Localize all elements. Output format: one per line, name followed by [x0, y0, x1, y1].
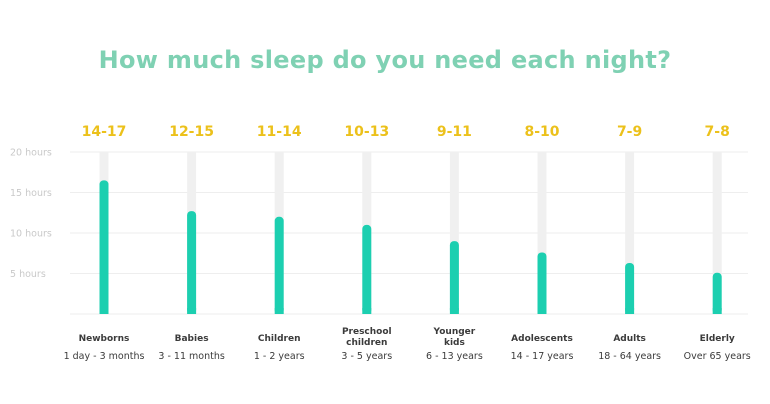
chart-title: How much sleep do you need each night?	[98, 46, 672, 74]
category-label: Newborns	[79, 334, 130, 344]
age-range-label: 18 - 64 years	[598, 351, 661, 362]
category-label: Preschool	[342, 327, 392, 337]
age-range-label: 14 - 17 years	[511, 351, 574, 362]
category-label: kids	[444, 338, 465, 348]
range-label: 10-13	[344, 124, 389, 140]
bar	[537, 252, 547, 314]
range-label: 9-11	[437, 124, 472, 140]
bar	[99, 180, 109, 314]
category-label: children	[346, 338, 387, 348]
range-label: 7-8	[705, 124, 730, 140]
bar	[274, 216, 284, 314]
range-label: 14-17	[82, 124, 127, 140]
bar-track	[449, 152, 459, 314]
bar-base	[537, 308, 547, 314]
category-label: Children	[258, 334, 301, 344]
bar-base	[449, 308, 459, 314]
category-label: Babies	[175, 334, 209, 344]
bar-base	[99, 308, 109, 314]
y-tick-label: 5 hours	[10, 269, 46, 280]
range-label: 11-14	[257, 124, 302, 140]
y-tick-label: 15 hours	[10, 188, 52, 199]
bar-track	[712, 152, 722, 314]
bar	[362, 224, 372, 314]
category-label: Adolescents	[511, 334, 573, 344]
bar-base	[712, 308, 722, 314]
y-tick-label: 10 hours	[10, 229, 52, 240]
category-label: Elderly	[700, 334, 735, 344]
bar-base	[362, 308, 372, 314]
age-range-label: 1 day - 3 months	[64, 351, 145, 362]
bar-base	[625, 308, 635, 314]
age-range-label: 3 - 11 months	[158, 351, 224, 362]
age-range-label: 6 - 13 years	[426, 351, 483, 362]
bar	[625, 262, 635, 314]
bar	[187, 211, 197, 314]
bar	[712, 272, 722, 314]
category-label: Younger	[433, 327, 476, 337]
range-label: 8-10	[524, 124, 559, 140]
bar-track	[625, 152, 635, 314]
range-label: 7-9	[617, 124, 642, 140]
category-label: Adults	[613, 334, 646, 344]
bar	[449, 241, 459, 314]
bar-base	[274, 308, 284, 314]
y-tick-label: 20 hours	[10, 148, 52, 159]
age-range-label: 3 - 5 years	[341, 351, 392, 362]
age-range-label: 1 - 2 years	[254, 351, 305, 362]
range-label: 12-15	[169, 124, 214, 140]
bar-track	[537, 152, 547, 314]
age-range-label: Over 65 years	[684, 351, 751, 362]
bar-base	[187, 308, 197, 314]
